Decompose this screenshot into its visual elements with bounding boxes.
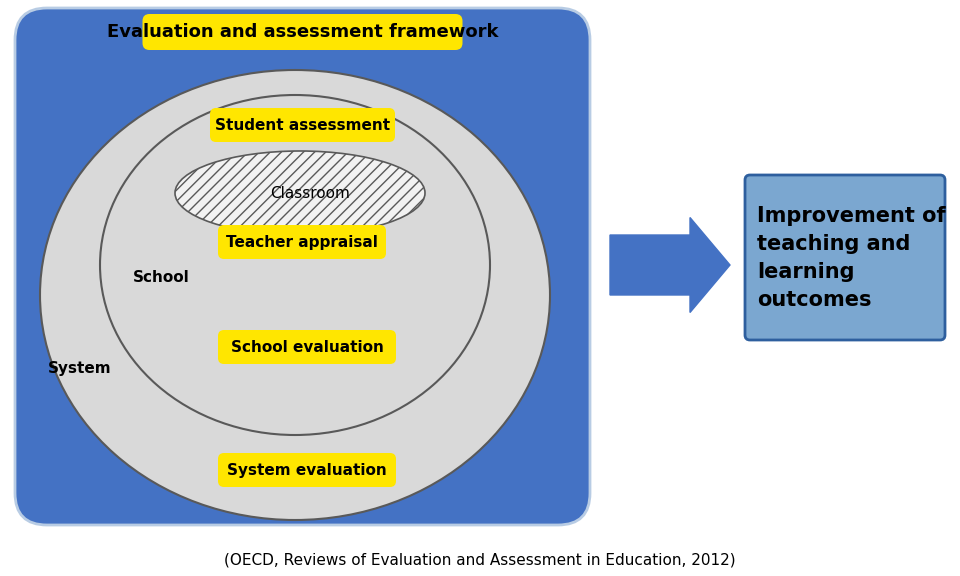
Polygon shape bbox=[610, 218, 730, 313]
FancyBboxPatch shape bbox=[218, 330, 396, 364]
Text: Evaluation and assessment framework: Evaluation and assessment framework bbox=[107, 23, 498, 41]
FancyBboxPatch shape bbox=[745, 175, 945, 340]
Text: Teacher appraisal: Teacher appraisal bbox=[226, 234, 378, 249]
Text: School: School bbox=[133, 271, 190, 286]
Text: Student assessment: Student assessment bbox=[215, 118, 390, 132]
Ellipse shape bbox=[40, 70, 550, 520]
FancyBboxPatch shape bbox=[218, 453, 396, 487]
Text: Improvement of
teaching and
learning
outcomes: Improvement of teaching and learning out… bbox=[757, 206, 946, 309]
Text: (OECD, Reviews of Evaluation and Assessment in Education, 2012): (OECD, Reviews of Evaluation and Assessm… bbox=[225, 552, 735, 567]
FancyBboxPatch shape bbox=[218, 225, 386, 259]
Ellipse shape bbox=[100, 95, 490, 435]
FancyBboxPatch shape bbox=[15, 8, 590, 525]
Text: System evaluation: System evaluation bbox=[228, 463, 387, 478]
Text: Classroom: Classroom bbox=[270, 185, 350, 200]
FancyBboxPatch shape bbox=[142, 14, 463, 50]
Text: School evaluation: School evaluation bbox=[230, 339, 383, 354]
FancyBboxPatch shape bbox=[210, 108, 395, 142]
Text: System: System bbox=[48, 361, 111, 376]
Ellipse shape bbox=[175, 151, 425, 235]
